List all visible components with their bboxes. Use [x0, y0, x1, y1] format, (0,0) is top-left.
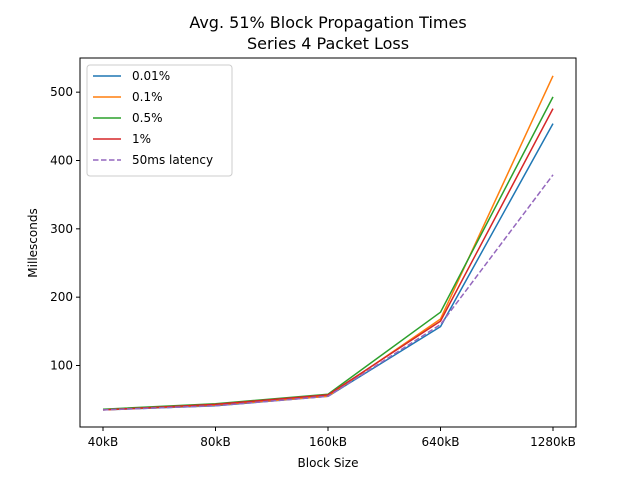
x-tick-label: 640kB: [421, 435, 459, 449]
series-line: [102, 174, 554, 411]
chart-subtitle: Series 4 Packet Loss: [247, 34, 409, 53]
series-line: [102, 108, 554, 411]
x-tick-label: 80kB: [200, 435, 230, 449]
legend-frame: [86, 64, 233, 177]
chart-title: Avg. 51% Block Propagation Times: [189, 13, 466, 32]
legend-label: 0.01%: [132, 69, 170, 83]
y-tick-label: 400: [50, 154, 73, 168]
legend: 0.01% 0.1% 0.5% 1% 50ms latency: [86, 64, 233, 177]
x-tick-label: 1280kB: [530, 435, 576, 449]
y-tick-label: 200: [50, 290, 73, 304]
plot-area: 40kB 80kB 160kB 640kB 1280kB 100 200 300 400 500: [50, 75, 576, 449]
legend-label: 50ms latency: [132, 153, 213, 167]
x-tick-label: 160kB: [309, 435, 347, 449]
plot-frame: [79, 57, 577, 428]
x-tick-label: 40kB: [88, 435, 118, 449]
y-tick-label: 100: [50, 359, 73, 373]
y-tick-label: 500: [50, 85, 73, 99]
y-axis-label: Millesconds: [26, 208, 40, 277]
y-tick-label: 300: [50, 222, 73, 236]
legend-label: 0.1%: [132, 90, 163, 104]
legend-label: 0.5%: [132, 111, 163, 125]
legend-label: 1%: [132, 132, 151, 146]
x-axis-label: Block Size: [298, 456, 359, 470]
